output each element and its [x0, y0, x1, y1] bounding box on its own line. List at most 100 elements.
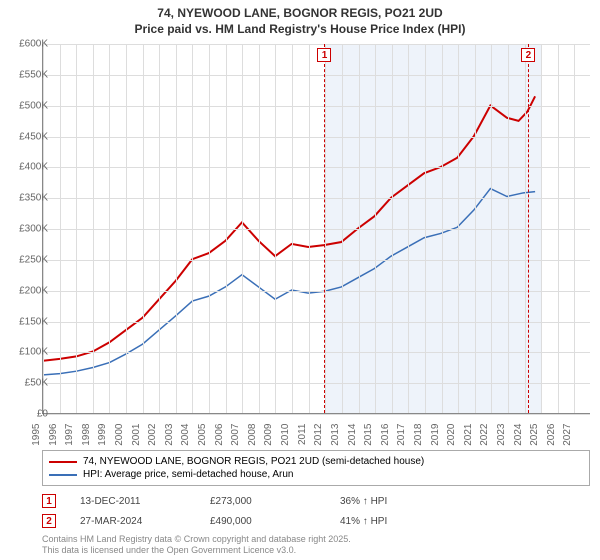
x-axis-tick-label: 1997 [64, 424, 75, 446]
gridline-vertical [242, 44, 243, 413]
x-axis-tick-label: 2022 [479, 424, 490, 446]
attribution-text: Contains HM Land Registry data © Crown c… [42, 534, 351, 557]
x-axis-tick-label: 2003 [164, 424, 175, 446]
gridline-vertical [525, 44, 526, 413]
gridline-vertical [76, 44, 77, 413]
gridline-vertical [558, 44, 559, 413]
x-axis-tick-label: 2002 [147, 424, 158, 446]
plot-area: 12 [42, 44, 590, 414]
x-axis-tick-label: 2000 [114, 424, 125, 446]
sale-marker-line [324, 44, 325, 413]
attribution-line-2: This data is licensed under the Open Gov… [42, 545, 351, 556]
sale-marker-line [528, 44, 529, 413]
gridline-vertical [508, 44, 509, 413]
x-axis-tick-label: 2011 [297, 424, 308, 446]
x-axis-tick-label: 2008 [247, 424, 258, 446]
x-axis-tick-label: 2018 [413, 424, 424, 446]
y-axis-tick-label: £200K [8, 285, 48, 296]
y-axis-tick-label: £150K [8, 316, 48, 327]
marker-badge: 2 [42, 514, 56, 528]
gridline-vertical [342, 44, 343, 413]
legend-swatch [49, 474, 77, 476]
x-axis-tick-label: 2017 [396, 424, 407, 446]
y-axis-tick-label: £50K [8, 378, 48, 389]
marker-badge: 1 [42, 494, 56, 508]
sale-price: £490,000 [210, 516, 340, 527]
legend-item: 74, NYEWOOD LANE, BOGNOR REGIS, PO21 2UD… [49, 455, 583, 468]
x-axis-tick-label: 2023 [496, 424, 507, 446]
x-axis-tick-label: 2012 [313, 424, 324, 446]
title-line-1: 74, NYEWOOD LANE, BOGNOR REGIS, PO21 2UD [0, 6, 600, 22]
y-axis-tick-label: £100K [8, 347, 48, 358]
gridline-vertical [126, 44, 127, 413]
x-axis-tick-label: 2001 [131, 424, 142, 446]
x-axis-tick-label: 2004 [180, 424, 191, 446]
sale-marker-badge: 2 [521, 48, 535, 62]
gridline-vertical [143, 44, 144, 413]
y-axis-tick-label: £550K [8, 69, 48, 80]
gridline-vertical [93, 44, 94, 413]
y-axis-tick-label: £350K [8, 193, 48, 204]
gridline-vertical [408, 44, 409, 413]
x-axis-tick-label: 2016 [380, 424, 391, 446]
gridline-vertical [425, 44, 426, 413]
x-axis-tick-label: 2020 [446, 424, 457, 446]
sale-price: £273,000 [210, 496, 340, 507]
legend-swatch [49, 461, 77, 463]
gridline-horizontal [43, 414, 590, 415]
x-axis-tick-label: 2005 [197, 424, 208, 446]
x-axis-tick-label: 2013 [330, 424, 341, 446]
sale-date: 27-MAR-2024 [80, 516, 210, 527]
x-axis-tick-label: 1998 [81, 424, 92, 446]
y-axis-tick-label: £450K [8, 131, 48, 142]
gridline-vertical [442, 44, 443, 413]
attribution-line-1: Contains HM Land Registry data © Crown c… [42, 534, 351, 545]
x-axis-tick-label: 2014 [347, 424, 358, 446]
gridline-vertical [292, 44, 293, 413]
gridline-vertical [159, 44, 160, 413]
sale-record-row: 1 13-DEC-2011 £273,000 36% ↑ HPI [42, 494, 590, 508]
gridline-vertical [209, 44, 210, 413]
legend-label: HPI: Average price, semi-detached house,… [83, 469, 294, 480]
sale-marker-badge: 1 [317, 48, 331, 62]
gridline-vertical [541, 44, 542, 413]
x-axis-tick-label: 2025 [529, 424, 540, 446]
x-axis-tick-label: 2009 [263, 424, 274, 446]
x-axis-tick-label: 1996 [48, 424, 59, 446]
legend-item: HPI: Average price, semi-detached house,… [49, 468, 583, 481]
gridline-vertical [176, 44, 177, 413]
legend-label: 74, NYEWOOD LANE, BOGNOR REGIS, PO21 2UD… [83, 456, 424, 467]
gridline-vertical [109, 44, 110, 413]
gridline-vertical [226, 44, 227, 413]
gridline-vertical [309, 44, 310, 413]
legend: 74, NYEWOOD LANE, BOGNOR REGIS, PO21 2UD… [42, 450, 590, 486]
x-axis-tick-label: 2019 [430, 424, 441, 446]
y-axis-tick-label: £500K [8, 100, 48, 111]
x-axis-tick-label: 2007 [230, 424, 241, 446]
chart-container: 74, NYEWOOD LANE, BOGNOR REGIS, PO21 2UD… [0, 0, 600, 560]
gridline-vertical [392, 44, 393, 413]
x-axis-tick-label: 2026 [546, 424, 557, 446]
gridline-vertical [475, 44, 476, 413]
x-axis-tick-label: 2015 [363, 424, 374, 446]
y-axis-tick-label: £600K [8, 39, 48, 50]
x-axis-tick-label: 2027 [562, 424, 573, 446]
y-axis-tick-label: £0 [8, 409, 48, 420]
title-line-2: Price paid vs. HM Land Registry's House … [0, 22, 600, 38]
gridline-vertical [359, 44, 360, 413]
y-axis-tick-label: £300K [8, 224, 48, 235]
x-axis-tick-label: 2021 [463, 424, 474, 446]
gridline-vertical [375, 44, 376, 413]
x-axis-tick-label: 2010 [280, 424, 291, 446]
series-line [43, 189, 535, 375]
gridline-vertical [458, 44, 459, 413]
x-axis-tick-label: 1999 [97, 424, 108, 446]
sale-date: 13-DEC-2011 [80, 496, 210, 507]
gridline-vertical [60, 44, 61, 413]
gridline-vertical [192, 44, 193, 413]
sale-delta: 36% ↑ HPI [340, 496, 470, 507]
gridline-vertical [574, 44, 575, 413]
sale-delta: 41% ↑ HPI [340, 516, 470, 527]
gridline-vertical [491, 44, 492, 413]
sale-record-row: 2 27-MAR-2024 £490,000 41% ↑ HPI [42, 514, 590, 528]
